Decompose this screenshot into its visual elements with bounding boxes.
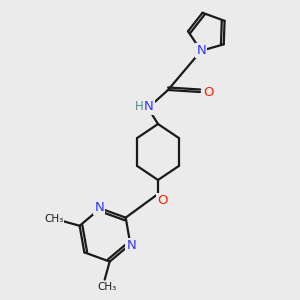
Text: N: N xyxy=(127,239,136,252)
Text: N: N xyxy=(94,201,104,214)
Text: O: O xyxy=(157,194,167,208)
Text: CH₃: CH₃ xyxy=(97,282,116,292)
Text: CH₃: CH₃ xyxy=(44,214,63,224)
Text: N: N xyxy=(196,44,206,57)
Text: H: H xyxy=(135,100,143,113)
Text: N: N xyxy=(144,100,154,113)
Text: O: O xyxy=(203,85,213,98)
